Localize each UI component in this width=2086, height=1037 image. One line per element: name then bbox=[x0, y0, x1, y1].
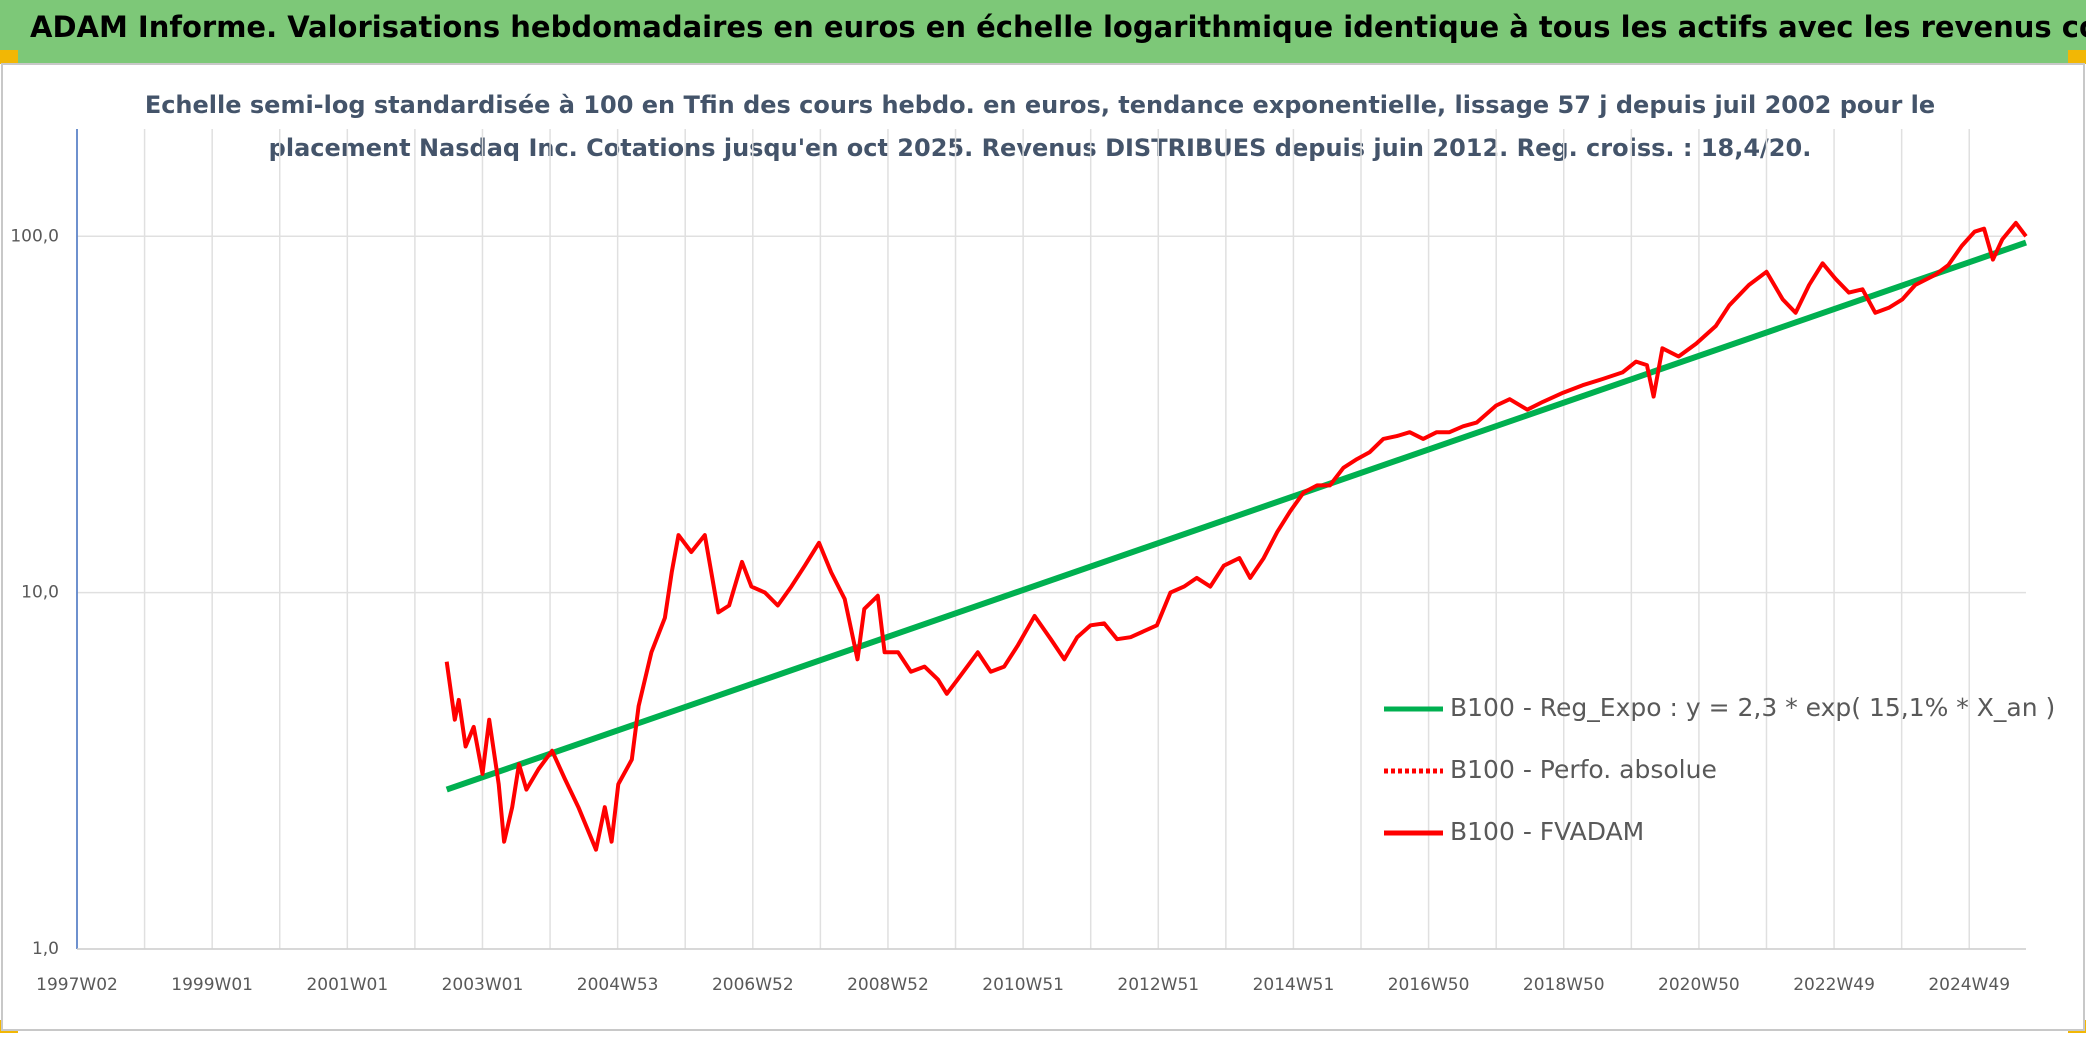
x-tick-label: 1999W01 bbox=[171, 975, 253, 995]
x-tick-label: 2018W50 bbox=[1523, 975, 1605, 995]
x-tick-label: 2020W50 bbox=[1658, 975, 1740, 995]
legend-label: B100 - Reg_Expo : y = 2,3 * exp( 15,1% *… bbox=[1450, 693, 2055, 722]
y-tick-label: 10,0 bbox=[21, 583, 59, 603]
x-tick-label: 2010W51 bbox=[982, 975, 1064, 995]
x-tick-label: 2022W49 bbox=[1793, 975, 1875, 995]
y-tick-label: 1,0 bbox=[32, 939, 59, 959]
x-tick-label: 2001W01 bbox=[306, 975, 388, 995]
x-tick-label: 2012W51 bbox=[1117, 975, 1199, 995]
legend-label: B100 - Perfo. absolue bbox=[1450, 755, 1717, 784]
chart-subtitle: Echelle semi-log standardisée à 100 en T… bbox=[145, 91, 1935, 119]
x-tick-label: 2008W52 bbox=[847, 975, 929, 995]
x-tick-label: 2024W49 bbox=[1928, 975, 2010, 995]
y-tick-label: 100,0 bbox=[10, 226, 59, 246]
x-tick-label: 2016W50 bbox=[1388, 975, 1470, 995]
x-tick-label: 2006W52 bbox=[712, 975, 794, 995]
legend-label: B100 - FVADAM bbox=[1450, 817, 1644, 846]
x-tick-label: 2014W51 bbox=[1253, 975, 1335, 995]
chart-subtitle: placement Nasdaq Inc. Cotations jusqu'en… bbox=[269, 134, 1812, 162]
x-tick-label: 2004W53 bbox=[577, 975, 659, 995]
x-tick-label: 2003W01 bbox=[442, 975, 524, 995]
corner bbox=[0, 50, 18, 64]
chart-title: ADAM Informe. Valorisations hebdomadaire… bbox=[30, 10, 2086, 44]
corner bbox=[2068, 50, 2086, 64]
header-band bbox=[0, 0, 2086, 64]
chart-frame bbox=[1, 63, 2085, 1031]
series-line bbox=[445, 239, 2027, 793]
series-line bbox=[444, 220, 2028, 852]
x-tick-label: 1997W02 bbox=[36, 975, 118, 995]
